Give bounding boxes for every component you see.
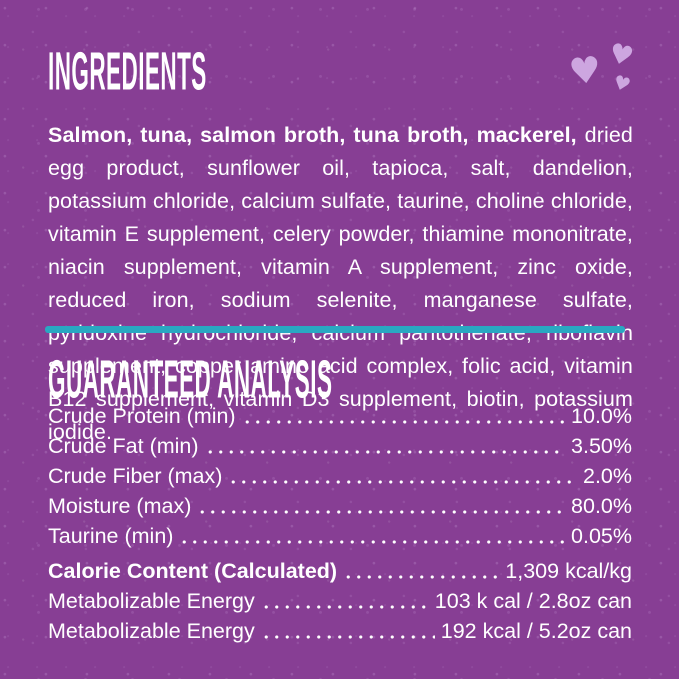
- dot-leader: [228, 461, 577, 491]
- analysis-value: 0.05%: [571, 524, 632, 548]
- guaranteed-analysis-table: Crude Protein (min) 10.0% Crude Fat (min…: [48, 401, 632, 551]
- dot-leader: [197, 491, 566, 521]
- ingredients-heading: INGREDIENTS: [48, 44, 401, 98]
- ingredients-lead: Salmon, tuna, salmon broth, tuna broth, …: [48, 122, 577, 147]
- heart-small-icon: [610, 73, 632, 96]
- analysis-row: Crude Fat (min) 3.50%: [48, 431, 632, 461]
- analysis-row: Crude Fiber (max) 2.0%: [48, 461, 632, 491]
- analysis-value: 3.50%: [571, 434, 632, 458]
- calorie-label: Metabolizable Energy: [48, 589, 255, 613]
- calorie-row: Calorie Content (Calculated) 1,309 kcal/…: [48, 556, 632, 586]
- calorie-row: Metabolizable Energy 192 kcal / 5.2oz ca…: [48, 616, 632, 646]
- dot-leader: [260, 586, 429, 616]
- analysis-row: Crude Protein (min) 10.0%: [48, 401, 632, 431]
- analysis-value: 80.0%: [571, 494, 632, 518]
- analysis-value: 2.0%: [582, 464, 632, 488]
- analysis-label: Moisture (max): [48, 494, 192, 518]
- analysis-label: Crude Fat (min): [48, 434, 199, 458]
- calorie-value: 192 kcal / 5.2oz can: [440, 619, 632, 643]
- analysis-row: Moisture (max) 80.0%: [48, 491, 632, 521]
- heart-large-icon: [567, 52, 603, 91]
- dot-leader: [179, 521, 566, 551]
- analysis-row: Taurine (min) 0.05%: [48, 521, 632, 551]
- guaranteed-analysis-heading-text: GUARANTEED ANALYSIS: [48, 348, 333, 410]
- calorie-label: Metabolizable Energy: [48, 619, 255, 643]
- dot-leader: [260, 616, 435, 646]
- calorie-value: 1,309 kcal/kg: [505, 559, 632, 583]
- ingredients-heading-text: INGREDIENTS: [48, 40, 207, 102]
- dot-leader: [343, 556, 500, 586]
- divider-rule: [45, 326, 625, 333]
- analysis-label: Crude Protein (min): [48, 404, 236, 428]
- hearts-icon: [567, 42, 639, 104]
- heart-medium-icon: [606, 39, 636, 71]
- calorie-label: Calorie Content (Calculated): [48, 559, 338, 583]
- analysis-value: 10.0%: [571, 404, 632, 428]
- calorie-row: Metabolizable Energy 103 k cal / 2.8oz c…: [48, 586, 632, 616]
- analysis-label: Taurine (min): [48, 524, 174, 548]
- guaranteed-analysis-heading: GUARANTEED ANALYSIS: [48, 352, 679, 406]
- calorie-value: 103 k cal / 2.8oz can: [434, 589, 632, 613]
- calorie-content-table: Calorie Content (Calculated) 1,309 kcal/…: [48, 556, 632, 646]
- analysis-label: Crude Fiber (max): [48, 464, 223, 488]
- dot-leader: [241, 401, 566, 431]
- dot-leader: [204, 431, 566, 461]
